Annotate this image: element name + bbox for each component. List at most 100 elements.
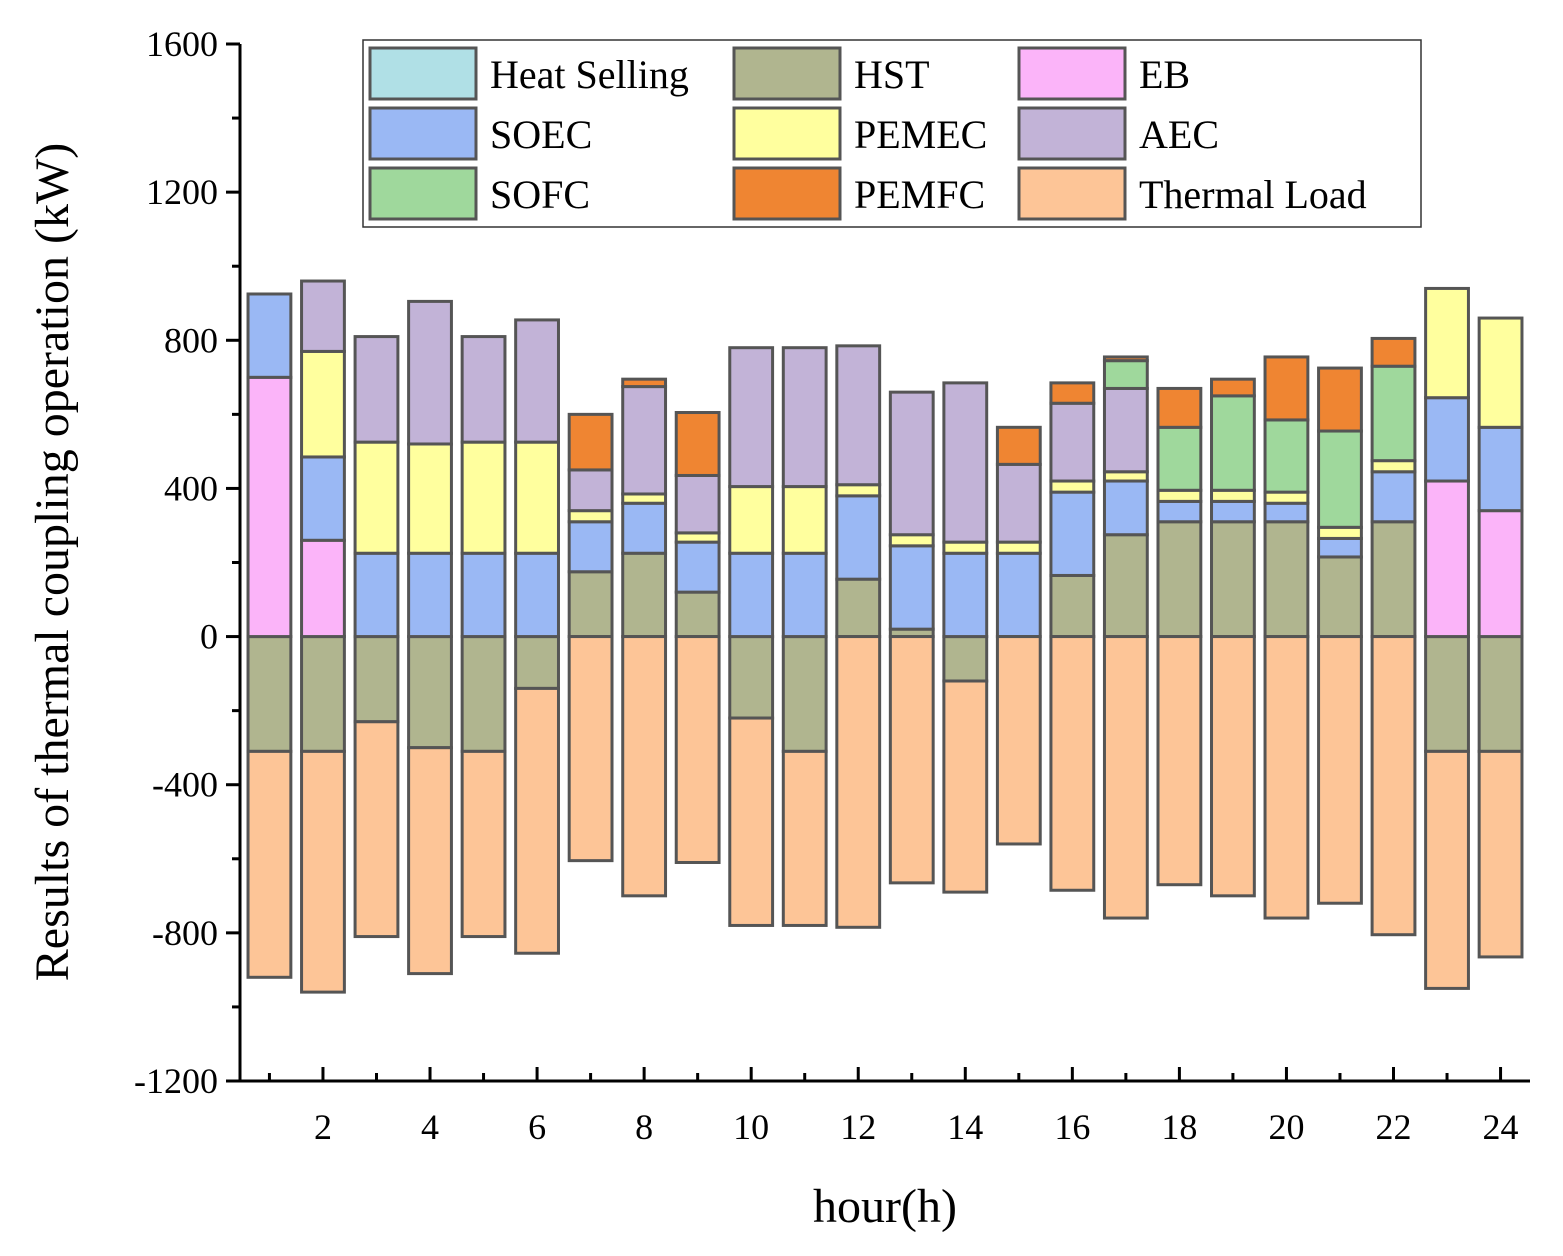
legend-swatch-hst [732, 46, 842, 101]
bar-pemec-h19 [1210, 488, 1256, 503]
legend-swatch-pemfc [732, 166, 842, 221]
bar-thermal-load-h24 [1477, 749, 1524, 959]
x-tick-label: 12 [840, 1107, 876, 1147]
y-tick-label: -800 [152, 913, 218, 953]
bar-hst-h14 [942, 635, 989, 683]
legend-label-soec: SOEC [490, 112, 592, 157]
bar-sofc-h19 [1210, 394, 1256, 492]
y-ticks: -1200 -800 -400 0 400 800 1200 1600 [134, 24, 240, 1101]
bar-pemec-h3 [353, 440, 400, 555]
legend: Heat Selling HST EB SOEC PEMEC AEC SOFC PEMFC Th… [362, 39, 1422, 228]
bar-hst-h18 [1156, 520, 1203, 639]
legend-swatch-heat-selling [368, 46, 478, 101]
bar-soec-h5 [460, 551, 507, 639]
bar-sofc-h18 [1156, 425, 1203, 492]
bar-pemfc-h9 [674, 411, 721, 477]
bar-thermal-load-h23 [1424, 749, 1470, 990]
legend-label-thermal-load: Thermal Load [1139, 172, 1367, 217]
x-tick-label: 6 [528, 1107, 546, 1147]
legend-label-hst: HST [854, 52, 930, 97]
bar-pemfc-h7 [567, 412, 614, 472]
legend-swatch-soec [368, 106, 478, 161]
bar-pemfc-h17 [1102, 355, 1149, 363]
bar-thermal-load-h22 [1370, 635, 1417, 937]
bar-soec-h13 [888, 544, 935, 631]
bar-pemec-h18 [1156, 488, 1203, 503]
x-tick-label: 2 [314, 1107, 332, 1147]
x-tick-label: 10 [733, 1107, 769, 1147]
bar-aec-h11 [781, 346, 828, 489]
bar-pemec-h20 [1263, 490, 1310, 505]
bar-hst-h5 [460, 635, 507, 753]
bar-pemec-h5 [460, 440, 507, 555]
legend-label-eb: EB [1139, 52, 1190, 97]
bar-eb-h23 [1424, 479, 1470, 639]
bar-thermal-load-h14 [942, 679, 989, 894]
y-tick-label: 800 [164, 320, 218, 360]
bar-aec-h13 [888, 390, 935, 537]
bar-pemec-h7 [567, 509, 614, 524]
y-tick-label: 1200 [146, 172, 218, 212]
bar-hst-h24 [1477, 635, 1524, 753]
bar-eb-h2 [300, 538, 346, 639]
bar-thermal-load-h11 [781, 749, 828, 927]
bar-soec-h18 [1156, 499, 1203, 524]
bar-soec-h8 [621, 501, 668, 555]
x-tick-label: 16 [1054, 1107, 1090, 1147]
bar-soec-h17 [1102, 479, 1149, 537]
bar-hst-h3 [353, 635, 400, 724]
bar-aec-h4 [407, 299, 453, 446]
bar-soec-h19 [1210, 499, 1256, 524]
bar-pemfc-h20 [1263, 355, 1310, 422]
bar-aec-h9 [674, 473, 721, 535]
bar-pemfc-h21 [1317, 366, 1363, 433]
bar-aec-h7 [567, 468, 614, 513]
bar-thermal-load-h5 [460, 749, 507, 939]
bar-thermal-load-h10 [728, 716, 775, 927]
bar-pemec-h13 [888, 533, 935, 548]
bar-hst-h23 [1424, 635, 1470, 753]
x-tick-label: 8 [635, 1107, 653, 1147]
bar-sofc-h22 [1370, 364, 1417, 463]
bar-thermal-load-h4 [407, 746, 453, 976]
bar-soec-h21 [1317, 536, 1363, 559]
bar-thermal-load-h17 [1102, 635, 1149, 920]
bar-pemec-h2 [300, 349, 346, 459]
bar-pemec-h22 [1370, 459, 1417, 474]
bar-soec-h3 [353, 551, 400, 639]
bar-thermal-load-h2 [300, 749, 346, 994]
bar-aec-h17 [1102, 386, 1149, 474]
bar-soec-h16 [1049, 490, 1096, 577]
y-tick-label: 0 [200, 617, 218, 657]
bar-thermal-load-h1 [246, 749, 293, 979]
y-tick-label: -400 [152, 765, 218, 805]
bar-thermal-load-h8 [621, 635, 668, 898]
x-ticks: 2 4 6 8 10 12 14 16 18 20 22 24 [267, 1067, 1519, 1147]
bar-aec-h15 [995, 462, 1042, 544]
bar-thermal-load-h9 [674, 635, 721, 864]
bar-soec-h11 [781, 551, 828, 639]
bar-hst-h16 [1049, 573, 1096, 639]
bar-pemec-h12 [835, 483, 882, 498]
bar-soec-h24 [1477, 425, 1524, 513]
bar-aec-h3 [353, 335, 400, 444]
legend-label-pemfc: PEMFC [854, 172, 985, 217]
bar-hst-h11 [781, 635, 828, 753]
bar-soec-h7 [567, 520, 614, 574]
bar-soec-h14 [942, 551, 989, 639]
legend-label-heat-selling: Heat Selling [490, 52, 689, 97]
bar-eb-h24 [1477, 509, 1524, 639]
bar-soec-h20 [1263, 501, 1310, 524]
bar-hst-h9 [674, 590, 721, 639]
bar-thermal-load-h18 [1156, 635, 1203, 887]
bar-sofc-h21 [1317, 429, 1363, 529]
bar-hst-h10 [728, 635, 775, 720]
bar-pemfc-h8 [621, 377, 668, 389]
bar-pemfc-h18 [1156, 386, 1203, 429]
bar-soec-h12 [835, 494, 882, 581]
bar-soec-h2 [300, 455, 346, 542]
bar-pemfc-h16 [1049, 381, 1096, 405]
x-tick-label: 4 [421, 1107, 439, 1147]
bar-hst-h6 [514, 635, 560, 690]
